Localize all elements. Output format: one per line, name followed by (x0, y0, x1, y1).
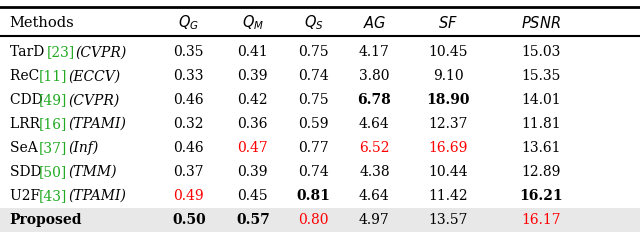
Text: U2F: U2F (10, 189, 44, 203)
Text: [43]: [43] (39, 189, 67, 203)
Text: $Q_M$: $Q_M$ (242, 13, 264, 32)
Text: 0.32: 0.32 (173, 117, 204, 131)
Text: Proposed: Proposed (10, 213, 82, 227)
Text: 0.46: 0.46 (173, 93, 204, 107)
Text: 10.45: 10.45 (428, 45, 468, 59)
Text: 11.81: 11.81 (521, 117, 561, 131)
Text: 13.61: 13.61 (521, 141, 561, 155)
Text: 0.41: 0.41 (237, 45, 268, 59)
Bar (0, 208, 640, 232)
Text: 12.89: 12.89 (521, 165, 561, 179)
Text: 0.47: 0.47 (237, 141, 268, 155)
Text: (TPAMI): (TPAMI) (68, 189, 126, 203)
Text: 0.33: 0.33 (173, 69, 204, 83)
Text: 0.45: 0.45 (237, 189, 268, 203)
Text: (TMM): (TMM) (68, 165, 117, 179)
Text: 3.80: 3.80 (359, 69, 390, 83)
Text: 0.50: 0.50 (172, 213, 205, 227)
Text: 0.74: 0.74 (298, 69, 329, 83)
Text: 0.39: 0.39 (237, 165, 268, 179)
Text: (CVPR): (CVPR) (68, 93, 120, 107)
Text: $Q_S$: $Q_S$ (304, 13, 323, 32)
Text: (CVPR): (CVPR) (76, 45, 127, 59)
Text: [50]: [50] (39, 165, 67, 179)
Text: 16.21: 16.21 (519, 189, 563, 203)
Text: 15.03: 15.03 (521, 45, 561, 59)
Text: Methods: Methods (10, 15, 74, 29)
Text: 14.01: 14.01 (521, 93, 561, 107)
Text: LRR: LRR (10, 117, 44, 131)
Text: 0.46: 0.46 (173, 141, 204, 155)
Text: 4.64: 4.64 (359, 189, 390, 203)
Text: 0.39: 0.39 (237, 69, 268, 83)
Text: 15.35: 15.35 (521, 69, 561, 83)
Text: TarD: TarD (10, 45, 48, 59)
Text: 0.37: 0.37 (173, 165, 204, 179)
Text: 4.64: 4.64 (359, 117, 390, 131)
Text: $SF$: $SF$ (438, 15, 458, 30)
Text: SeA: SeA (10, 141, 42, 155)
Text: 6.78: 6.78 (358, 93, 391, 107)
Text: 12.37: 12.37 (428, 117, 468, 131)
Text: 0.49: 0.49 (173, 189, 204, 203)
Text: [23]: [23] (46, 45, 75, 59)
Text: 0.81: 0.81 (297, 189, 330, 203)
Text: 0.59: 0.59 (298, 117, 329, 131)
Text: 9.10: 9.10 (433, 69, 463, 83)
Text: 11.42: 11.42 (428, 189, 468, 203)
Text: 0.42: 0.42 (237, 93, 268, 107)
Text: $PSNR$: $PSNR$ (521, 15, 561, 30)
Text: 4.17: 4.17 (359, 45, 390, 59)
Text: 16.17: 16.17 (521, 213, 561, 227)
Text: 4.38: 4.38 (359, 165, 390, 179)
Text: (TPAMI): (TPAMI) (68, 117, 126, 131)
Text: 0.57: 0.57 (236, 213, 269, 227)
Text: [11]: [11] (39, 69, 68, 83)
Text: [37]: [37] (39, 141, 67, 155)
Text: 0.75: 0.75 (298, 45, 329, 59)
Text: 6.52: 6.52 (359, 141, 390, 155)
Text: 0.77: 0.77 (298, 141, 329, 155)
Text: [16]: [16] (39, 117, 67, 131)
Text: 0.74: 0.74 (298, 165, 329, 179)
Text: 0.36: 0.36 (237, 117, 268, 131)
Text: 10.44: 10.44 (428, 165, 468, 179)
Text: $AG$: $AG$ (363, 15, 386, 30)
Text: 4.97: 4.97 (359, 213, 390, 227)
Text: [49]: [49] (39, 93, 67, 107)
Text: 0.80: 0.80 (298, 213, 329, 227)
Text: SDD: SDD (10, 165, 45, 179)
Text: CDD: CDD (10, 93, 47, 107)
Text: 0.35: 0.35 (173, 45, 204, 59)
Text: (ECCV): (ECCV) (68, 69, 120, 83)
Text: 18.90: 18.90 (426, 93, 470, 107)
Text: (Inf): (Inf) (68, 141, 99, 155)
Text: 0.75: 0.75 (298, 93, 329, 107)
Text: 13.57: 13.57 (428, 213, 468, 227)
Text: $Q_G$: $Q_G$ (179, 13, 199, 32)
Text: 16.69: 16.69 (428, 141, 468, 155)
Text: ReC: ReC (10, 69, 44, 83)
